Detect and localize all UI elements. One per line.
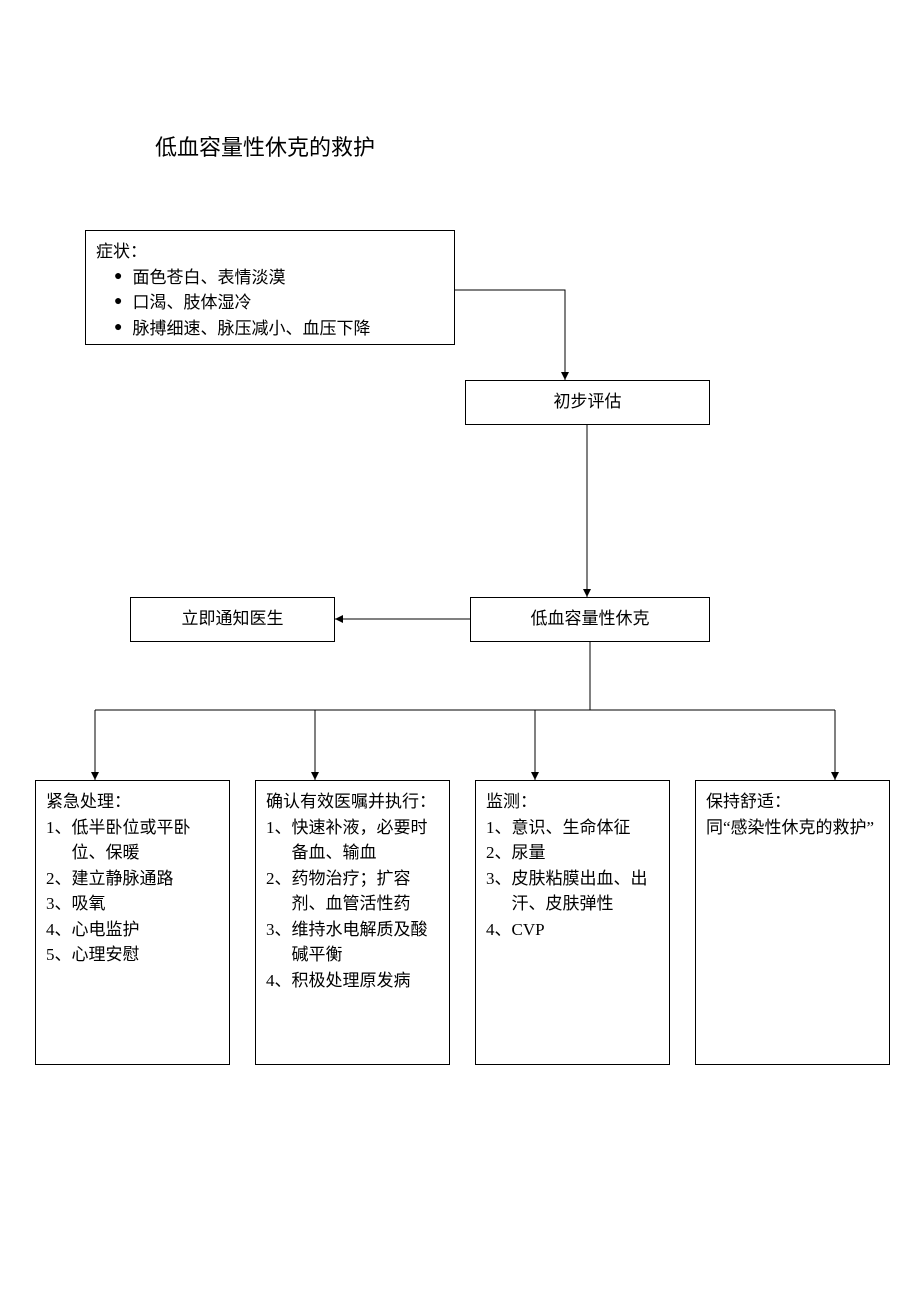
page-title: 低血容量性休克的救护 (155, 130, 375, 162)
list-item: 4、CVP (486, 917, 659, 943)
symptoms-bullet: ● 口渴、肢体湿冷 (96, 290, 444, 316)
symptoms-bullet: ● 脉搏细速、脉压减小、血压下降 (96, 316, 444, 342)
monitor-heading: 监测： (486, 789, 659, 815)
list-item: 3、维持水电解质及酸碱平衡 (266, 917, 439, 968)
symptoms-bullet-text: 脉搏细速、脉压减小、血压下降 (132, 316, 370, 342)
emergency-heading: 紧急处理： (46, 789, 219, 815)
symptoms-bullet-text: 口渴、肢体湿冷 (132, 290, 251, 316)
list-item: 1、低半卧位或平卧位、保暖 (46, 815, 219, 866)
list-item: 1、意识、生命体征 (486, 815, 659, 841)
list-item: 1、快速补液，必要时备血、输血 (266, 815, 439, 866)
list-item: 2、尿量 (486, 840, 659, 866)
bullet-icon: ● (114, 290, 122, 314)
node-symptoms: 症状： ● 面色苍白、表情淡漠 ● 口渴、肢体湿冷 ● 脉搏细速、脉压减小、血压… (85, 230, 455, 345)
comfort-text: 同“感染性休克的救护” (706, 815, 879, 841)
node-monitor: 监测： 1、意识、生命体征 2、尿量 3、皮肤粘膜出血、出汗、皮肤弹性 4、CV… (475, 780, 670, 1065)
orders-heading: 确认有效医嘱并执行： (266, 789, 439, 815)
symptoms-bullet: ● 面色苍白、表情淡漠 (96, 265, 444, 291)
node-comfort: 保持舒适： 同“感染性休克的救护” (695, 780, 890, 1065)
list-item: 4、积极处理原发病 (266, 968, 439, 994)
list-item: 2、建立静脉通路 (46, 866, 219, 892)
bullet-icon: ● (114, 265, 122, 289)
list-item: 3、皮肤粘膜出血、出汗、皮肤弹性 (486, 866, 659, 917)
list-item: 2、药物治疗；扩容剂、血管活性药 (266, 866, 439, 917)
list-item: 4、心电监护 (46, 917, 219, 943)
node-orders: 确认有效医嘱并执行： 1、快速补液，必要时备血、输血 2、药物治疗；扩容剂、血管… (255, 780, 450, 1065)
comfort-heading: 保持舒适： (706, 789, 879, 815)
node-diagnosis: 低血容量性休克 (470, 597, 710, 642)
symptoms-heading: 症状： (96, 239, 444, 265)
node-notify: 立即通知医生 (130, 597, 335, 642)
list-item: 5、心理安慰 (46, 942, 219, 968)
flowchart-connectors (0, 0, 920, 1302)
list-item: 3、吸氧 (46, 891, 219, 917)
bullet-icon: ● (114, 316, 122, 340)
node-emergency: 紧急处理： 1、低半卧位或平卧位、保暖 2、建立静脉通路 3、吸氧 4、心电监护… (35, 780, 230, 1065)
symptoms-bullet-text: 面色苍白、表情淡漠 (132, 265, 285, 291)
node-assess: 初步评估 (465, 380, 710, 425)
